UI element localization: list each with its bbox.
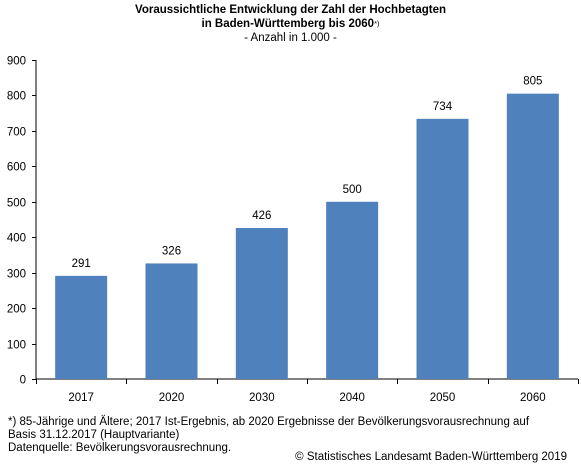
y-tick-label: 300	[7, 269, 26, 281]
title-footnote-mark: *)	[374, 19, 380, 28]
data-label: 291	[72, 258, 91, 270]
bar	[506, 93, 559, 379]
x-tick-label: 2030	[249, 392, 275, 404]
bar-chart: 0 100 200 300 400 500 600 700 800 900 291 2017 326 20…	[7, 56, 579, 404]
y-tick-label: 600	[7, 162, 26, 174]
bar	[145, 263, 198, 379]
y-tick-label: 900	[7, 56, 26, 68]
chart-subtitle: - Anzahl in 1.000 -	[244, 32, 337, 44]
x-tick-label: 2040	[339, 392, 365, 404]
y-tick-label: 700	[7, 127, 26, 139]
y-tick-label: 500	[7, 198, 26, 210]
x-tick-label: 2050	[430, 392, 456, 404]
footnote-line1: *) 85-Jährige und Ältere; 2017 Ist-Ergeb…	[8, 416, 530, 428]
y-tick-label: 100	[7, 340, 26, 352]
chart-title-line1: Voraussichtliche Entwicklung der Zahl de…	[135, 4, 446, 16]
x-tick-label: 2060	[520, 392, 546, 404]
data-label: 805	[523, 76, 542, 88]
copyright-notice: © Statistisches Landesamt Baden-Württemb…	[295, 451, 567, 463]
data-label: 326	[162, 245, 181, 257]
y-tick-label: 0	[20, 375, 26, 387]
footnote-line2: Basis 31.12.2017 (Hauptvariante)	[8, 429, 180, 441]
bar	[326, 201, 379, 379]
bar	[235, 228, 288, 379]
y-tick-label: 200	[7, 304, 26, 316]
data-label: 734	[433, 101, 453, 113]
bar	[416, 118, 469, 380]
chart-title-line2: in Baden-Württemberg bis 2060*)	[0, 18, 581, 31]
data-label: 426	[252, 210, 271, 222]
y-tick-label: 800	[7, 91, 26, 103]
x-tick-label: 2017	[68, 392, 94, 404]
data-label: 500	[343, 184, 362, 196]
chart-title-line2-text: in Baden-Württemberg bis 2060	[201, 18, 375, 30]
bar	[55, 275, 108, 379]
y-tick-label: 400	[7, 233, 26, 245]
footnote-source: Datenquelle: Bevölkerungsvorausrechnung.	[8, 442, 232, 454]
x-tick-label: 2020	[159, 392, 185, 404]
